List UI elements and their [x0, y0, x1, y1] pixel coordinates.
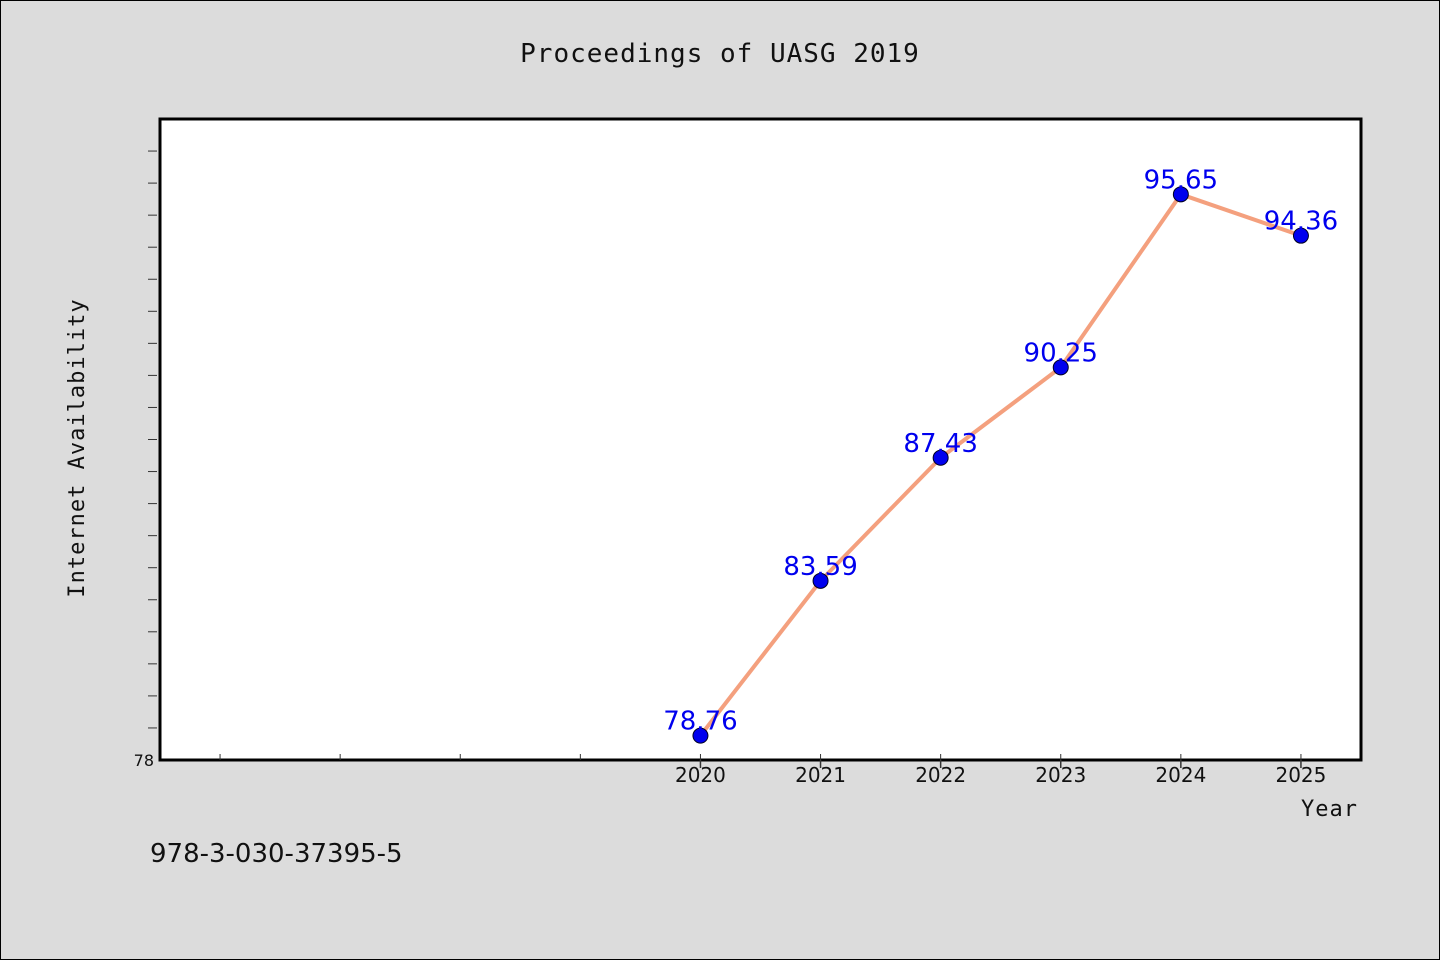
data-point [1172, 186, 1189, 203]
x-tick-label: 2020 [675, 763, 726, 787]
plot-area [158, 117, 1363, 762]
series-line [698, 192, 1302, 737]
data-labels: 78.76 83.59 87.43 90.25 95.65 94.36 [663, 165, 1338, 736]
data-label: 95.65 [1144, 165, 1218, 195]
data-point [812, 572, 829, 589]
data-label: 78.76 [663, 707, 737, 737]
x-tick-label: 2024 [1155, 763, 1206, 787]
data-label: 94.36 [1264, 207, 1338, 237]
y-axis-label: Internet Availability [65, 298, 90, 597]
chart-title: Proceedings of UASG 2019 [520, 39, 920, 69]
x-tick-label: 2022 [915, 763, 966, 787]
data-label: 87.43 [903, 429, 977, 459]
x-tick-label: 2021 [795, 763, 846, 787]
data-label: 83.59 [783, 552, 857, 582]
data-point [1292, 227, 1309, 244]
isbn-footer: 978-3-030-37395-5 [150, 839, 403, 869]
series-group [692, 186, 1309, 744]
data-label: 90.25 [1024, 338, 1098, 368]
x-axis-label: Year [1301, 797, 1358, 822]
y-tick-label: 78 [134, 751, 154, 770]
data-point [1052, 359, 1069, 376]
y-axis-ticks: 78 [134, 150, 157, 770]
data-point [692, 727, 709, 744]
x-tick-label: 2025 [1275, 763, 1326, 787]
x-tick-label: 2023 [1035, 763, 1086, 787]
x-axis-ticks: 2020 2021 2022 2023 2024 2025 [219, 754, 1326, 787]
data-point [932, 449, 949, 466]
